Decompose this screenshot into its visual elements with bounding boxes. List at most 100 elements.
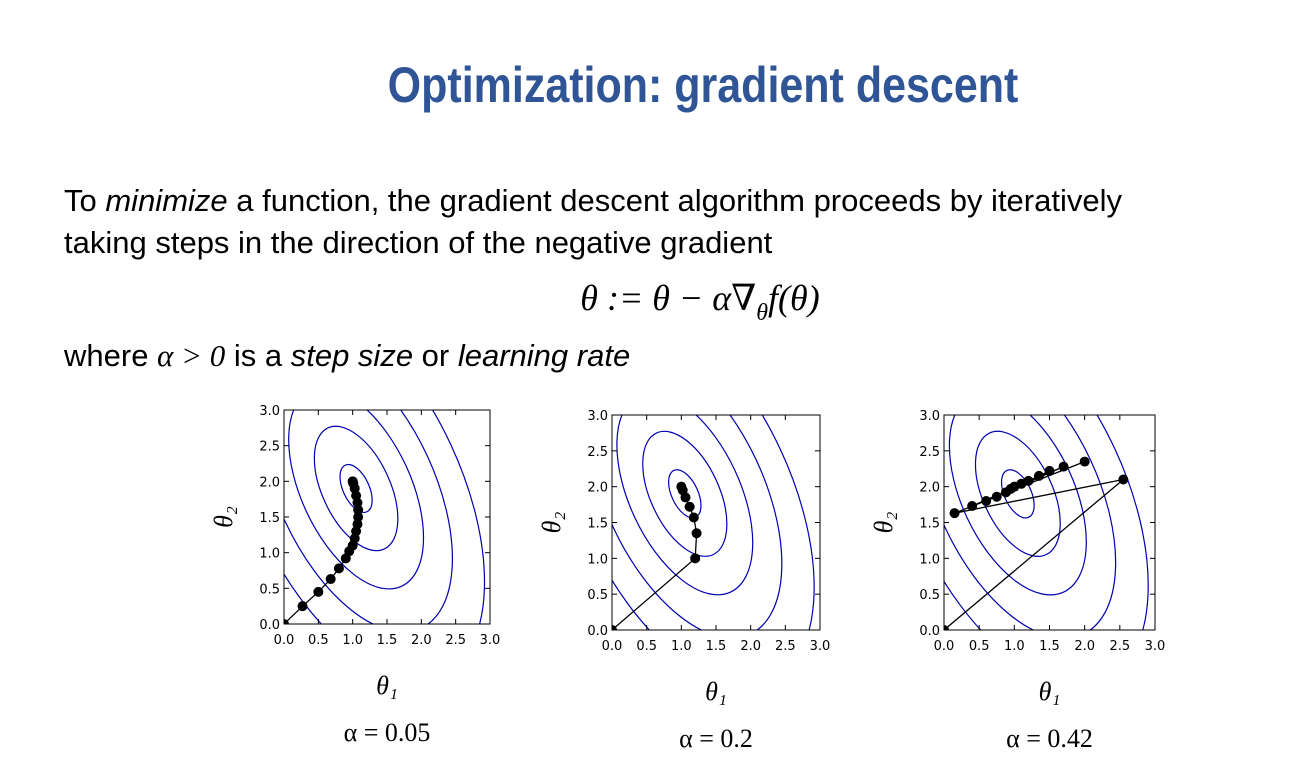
descent-point — [991, 491, 1002, 502]
y-tick-label: 1.5 — [919, 517, 940, 532]
data — [612, 481, 702, 630]
formula: θ := θ − α∇θf(θ) — [580, 278, 819, 326]
contour — [612, 415, 783, 630]
descent-point — [1079, 456, 1090, 467]
descent-point — [1033, 470, 1044, 481]
descent-point — [612, 625, 617, 630]
y-tick-label: 3.0 — [919, 409, 940, 424]
contour — [974, 430, 1061, 557]
descent-point — [353, 512, 364, 522]
chart: 0.0 0.5 1.0 1.5 2.0 2.5 3.0 0.0 0.5 1.0 1.5 2.0 2.5 3… — [209, 404, 501, 747]
y-tick-label: 1.0 — [919, 552, 940, 567]
chart: 0.0 0.5 1.0 1.5 2.0 2.5 3.0 0.0 0.5 1.0 1.5 2.0 2.5 3… — [869, 409, 1166, 753]
descent-point — [684, 501, 695, 512]
descent-point — [347, 476, 358, 487]
x-tick-label: 3.0 — [810, 639, 831, 654]
descent-point — [981, 496, 992, 506]
contour — [288, 410, 425, 590]
descent-point — [691, 528, 702, 539]
contour — [284, 410, 486, 624]
descent-point — [1009, 481, 1020, 492]
x-tick-label: 2.0 — [1074, 639, 1095, 654]
y-tick-label: 0.0 — [259, 618, 280, 633]
descent-point — [688, 512, 699, 523]
x-tick-label: 1.0 — [1004, 639, 1025, 654]
data — [944, 456, 1129, 630]
text: To — [64, 183, 105, 218]
y-tick-label: 2.0 — [919, 481, 940, 496]
x-tick-label: 3.0 — [1145, 639, 1166, 654]
emphasis: step size — [291, 338, 413, 373]
x-tick-label: 2.0 — [411, 633, 432, 648]
y-axis-label: θ₂ — [869, 512, 898, 534]
caption: α = 0.05 — [344, 718, 431, 747]
math: α > 0 — [157, 338, 226, 373]
y-tick-label: 3.0 — [259, 404, 280, 419]
contour — [642, 430, 728, 557]
text: a function, the gradient descent algorit… — [228, 183, 1123, 218]
body-line: where α > 0 is a step size or learning r… — [63, 338, 630, 373]
emphasis: minimize — [105, 183, 227, 218]
y-tick-label: 0.0 — [919, 624, 940, 639]
contour — [944, 415, 1117, 630]
y-tick-label: 0.5 — [259, 582, 280, 597]
descent-point — [676, 481, 687, 492]
x-tick-label: 0.5 — [636, 639, 657, 654]
x-axis-label: θ₁ — [1039, 677, 1061, 706]
text: or — [413, 338, 458, 373]
x-tick-label: 0.5 — [308, 633, 329, 648]
formula-part: θ := θ − α∇ — [580, 278, 756, 318]
contour — [339, 463, 373, 513]
descent-point — [690, 553, 701, 564]
x-tick-label: 1.0 — [671, 639, 692, 654]
x-tick-label: 2.5 — [775, 639, 796, 654]
x-tick-label: 3.0 — [480, 633, 501, 648]
caption: α = 0.2 — [679, 724, 753, 753]
x-tick-label: 1.5 — [1039, 639, 1060, 654]
x-axis-label: θ₁ — [376, 671, 398, 700]
descent-point — [1118, 474, 1129, 485]
descent-point — [333, 563, 344, 574]
contours — [284, 410, 486, 624]
x-tick-label: 2.0 — [740, 639, 761, 654]
text: is a — [225, 338, 290, 373]
plot-frame — [943, 414, 1156, 631]
descent-point — [967, 501, 978, 512]
caption: α = 0.42 — [1006, 724, 1093, 753]
body-line: To minimize a function, the gradient des… — [64, 183, 1122, 218]
y-tick-label: 2.5 — [919, 445, 940, 460]
contour — [612, 415, 815, 630]
contour — [948, 415, 1087, 596]
x-tick-label: 2.5 — [1109, 639, 1130, 654]
contours — [944, 415, 1149, 630]
y-tick-label: 2.0 — [259, 475, 280, 490]
y-axis-label: θ₂ — [209, 506, 238, 528]
x-tick-label: 0.0 — [602, 639, 623, 654]
contour — [284, 410, 453, 624]
y-tick-label: 3.0 — [587, 409, 608, 424]
y-tick-label: 0.0 — [587, 624, 608, 639]
descent-point — [949, 508, 960, 519]
x-tick-label: 0.0 — [274, 633, 295, 648]
y-tick-label: 1.0 — [259, 547, 280, 562]
x-tick-label: 1.5 — [377, 633, 398, 648]
contour — [1000, 469, 1035, 519]
descent-point — [325, 574, 336, 585]
descent-point — [284, 619, 289, 624]
y-tick-label: 2.5 — [259, 440, 280, 455]
y-tick-label: 0.5 — [919, 588, 940, 603]
x-tick-label: 1.5 — [706, 639, 727, 654]
emphasis: learning rate — [458, 338, 630, 373]
slide-title: Optimization: gradient descent — [388, 57, 1019, 113]
descent-path — [944, 460, 1124, 630]
chart: 0.0 0.5 1.0 1.5 2.0 2.5 3.0 0.0 0.5 1.0 1.5 2.0 2.5 3… — [537, 409, 831, 753]
y-axis-label: θ₂ — [537, 512, 566, 534]
x-tick-label: 0.0 — [934, 639, 955, 654]
plot-frame — [611, 414, 821, 631]
text: where — [63, 338, 157, 373]
y-tick-label: 2.0 — [587, 481, 608, 496]
descent-point — [1058, 461, 1069, 472]
y-tick-label: 0.5 — [587, 588, 608, 603]
